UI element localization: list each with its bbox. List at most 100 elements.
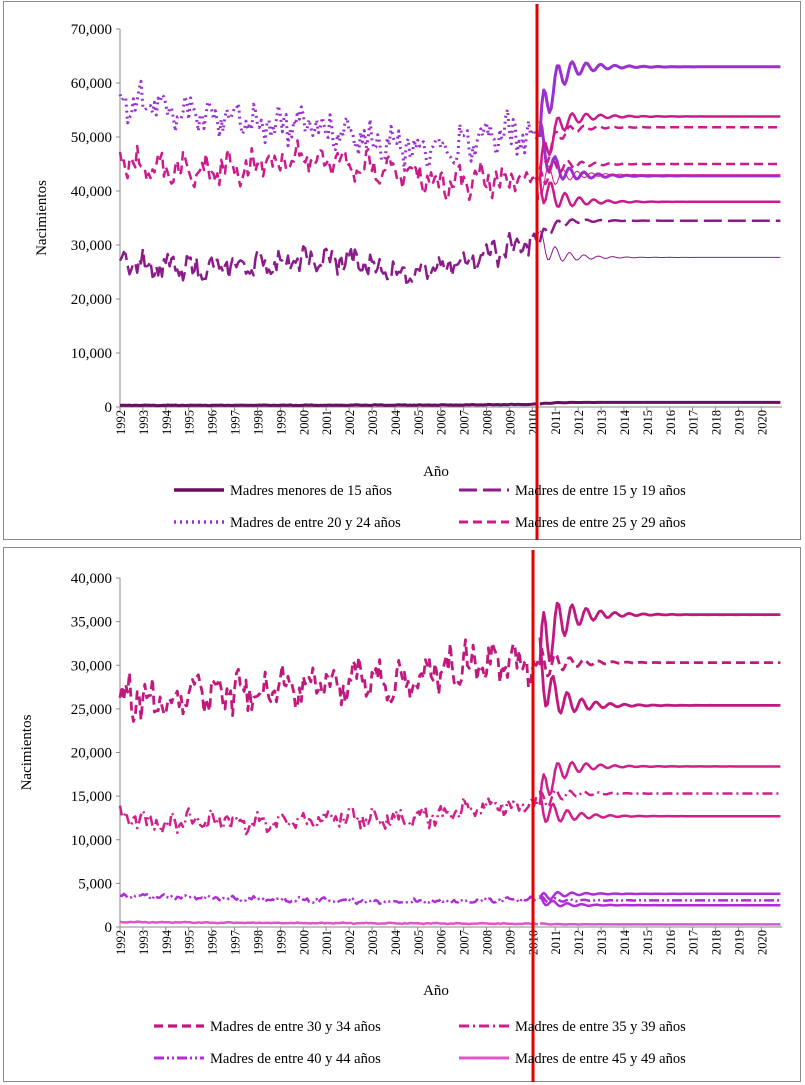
y-tick-label: 70,000: [71, 22, 112, 38]
chart-bottom-svg: 0 5,000 10,000 15,000 20,000 25,000 30,000 35,0…: [19, 550, 782, 1082]
x-tick-label: 2005: [412, 410, 426, 435]
x-tick-label: 1994: [160, 929, 174, 955]
series-line-forecast: [538, 894, 781, 908]
x-tick-label: 2006: [435, 410, 449, 435]
series-line-historical: [118, 231, 540, 284]
y-tick-label: 40,000: [71, 571, 112, 587]
series-line-forecast: [538, 218, 781, 243]
x-tick-label: 2003: [366, 930, 380, 955]
y-tick-label: 40,000: [71, 184, 112, 200]
x-tick-label: 1996: [206, 930, 220, 955]
x-tick-label: 2016: [664, 410, 678, 435]
x-tick-label: 2007: [458, 410, 472, 435]
x-tick-label: 1993: [137, 930, 151, 955]
legend-label: Madres de entre 15 y 19 años: [515, 483, 686, 499]
x-tick-label: 2008: [481, 930, 495, 955]
y-axis-title: Nacimientos: [19, 714, 35, 790]
x-tick-label: 2013: [595, 930, 609, 955]
series-line-forecast: [539, 894, 781, 904]
series-line-forecast: [538, 788, 781, 809]
x-tick-label: 2002: [343, 410, 357, 435]
forecast-interval-line: [539, 165, 781, 195]
series-line-forecast: [538, 637, 781, 715]
x-tick-label: 2012: [572, 410, 586, 435]
legend-label: Madres de entre 25 y 29 años: [515, 515, 686, 531]
y-tick-label: 15,000: [71, 789, 112, 805]
series-line-forecast: [538, 760, 781, 806]
y-tick-label: 0: [105, 400, 113, 416]
x-tick-label: 2017: [687, 930, 701, 955]
series-line-historical: [118, 638, 540, 723]
x-tick-label: 2017: [687, 410, 701, 435]
legend-label: Madres de entre 45 y 49 años: [515, 1051, 686, 1067]
x-tick-label: 2006: [435, 930, 449, 955]
x-tick-label: 1997: [229, 930, 243, 955]
series-line-forecast: [539, 647, 781, 678]
series-line-forecast: [539, 400, 781, 406]
chart-top-svg: 0 10,000 20,000 30,000 40,000 50,000 60,000 70,…: [34, 4, 782, 540]
x-tick-label: 2014: [618, 929, 632, 955]
series-line-forecast: [538, 177, 781, 208]
x-tick-label: 2011: [549, 930, 563, 955]
series-line-historical: [119, 402, 539, 408]
series-line-forecast: [538, 790, 781, 824]
x-tick-label: 2019: [732, 930, 746, 955]
series-line-historical: [118, 139, 540, 202]
chart-panel-bottom: 0 5,000 10,000 15,000 20,000 25,000 30,000 35,0…: [3, 547, 801, 1082]
x-tick-label: 2004: [389, 409, 403, 435]
series-line-forecast: [538, 159, 781, 186]
x-tick-label: 1994: [160, 409, 174, 435]
x-tick-label: 2004: [389, 929, 403, 955]
x-tick-label: 1992: [114, 410, 128, 435]
x-tick-label: 2020: [755, 930, 769, 955]
series-line-historical: [118, 79, 539, 172]
x-tick-label: 2001: [320, 410, 334, 435]
series-line-historical: [118, 796, 540, 836]
x-tick-label: 2020: [755, 410, 769, 435]
x-tick-label: 2007: [458, 930, 472, 955]
y-tick-label: 50,000: [71, 130, 112, 146]
x-tick-label: 1993: [137, 410, 151, 435]
series-line-forecast: [538, 124, 781, 170]
x-tick-label: 2012: [572, 930, 586, 955]
series-line-forecast: [539, 922, 781, 926]
series-line-historical: [119, 920, 539, 926]
legend-label: Madres menores de 15 años: [230, 483, 392, 499]
x-tick-label: 1999: [274, 410, 288, 435]
series-line-forecast: [538, 891, 781, 901]
x-tick-label: 1998: [251, 410, 265, 435]
series-line-forecast: [538, 120, 781, 181]
x-axis-title: Año: [423, 464, 449, 480]
x-tick-label: 2005: [412, 930, 426, 955]
legend-label: Madres de entre 20 y 24 años: [230, 515, 401, 531]
y-tick-label: 30,000: [71, 658, 112, 674]
y-tick-label: 35,000: [71, 615, 112, 631]
x-tick-label: 1998: [251, 930, 265, 955]
x-tick-label: 2011: [549, 410, 563, 435]
x-tick-label: 1995: [183, 930, 197, 955]
x-tick-label: 2003: [366, 410, 380, 435]
forecast-interval-line: [539, 230, 781, 262]
legend-label: Madres de entre 30 y 34 años: [210, 1019, 381, 1035]
y-tick-label: 30,000: [71, 238, 112, 254]
y-tick-label: 10,000: [71, 346, 112, 362]
x-tick-label: 2002: [343, 930, 357, 955]
x-tick-label: 2018: [710, 930, 724, 955]
legend-label: Madres de entre 35 y 39 años: [515, 1019, 686, 1035]
y-tick-label: 25,000: [71, 702, 112, 718]
series-line-forecast: [538, 112, 781, 181]
x-tick-label: 2019: [732, 410, 746, 435]
x-tick-label: 2013: [595, 410, 609, 435]
x-tick-label: 2008: [481, 410, 495, 435]
x-tick-label: 2018: [710, 410, 724, 435]
x-tick-label: 2001: [320, 930, 334, 955]
y-tick-label: 5,000: [78, 876, 112, 892]
x-tick-label: 2009: [503, 410, 517, 435]
x-tick-label: 2000: [297, 930, 311, 955]
x-tick-label: 2015: [641, 410, 655, 435]
legend-label: Madres de entre 40 y 44 años: [210, 1051, 381, 1067]
series-line-historical: [119, 892, 539, 906]
y-tick-label: 0: [105, 920, 113, 936]
x-tick-label: 2015: [641, 930, 655, 955]
y-axis-title: Nacimientos: [34, 180, 50, 256]
